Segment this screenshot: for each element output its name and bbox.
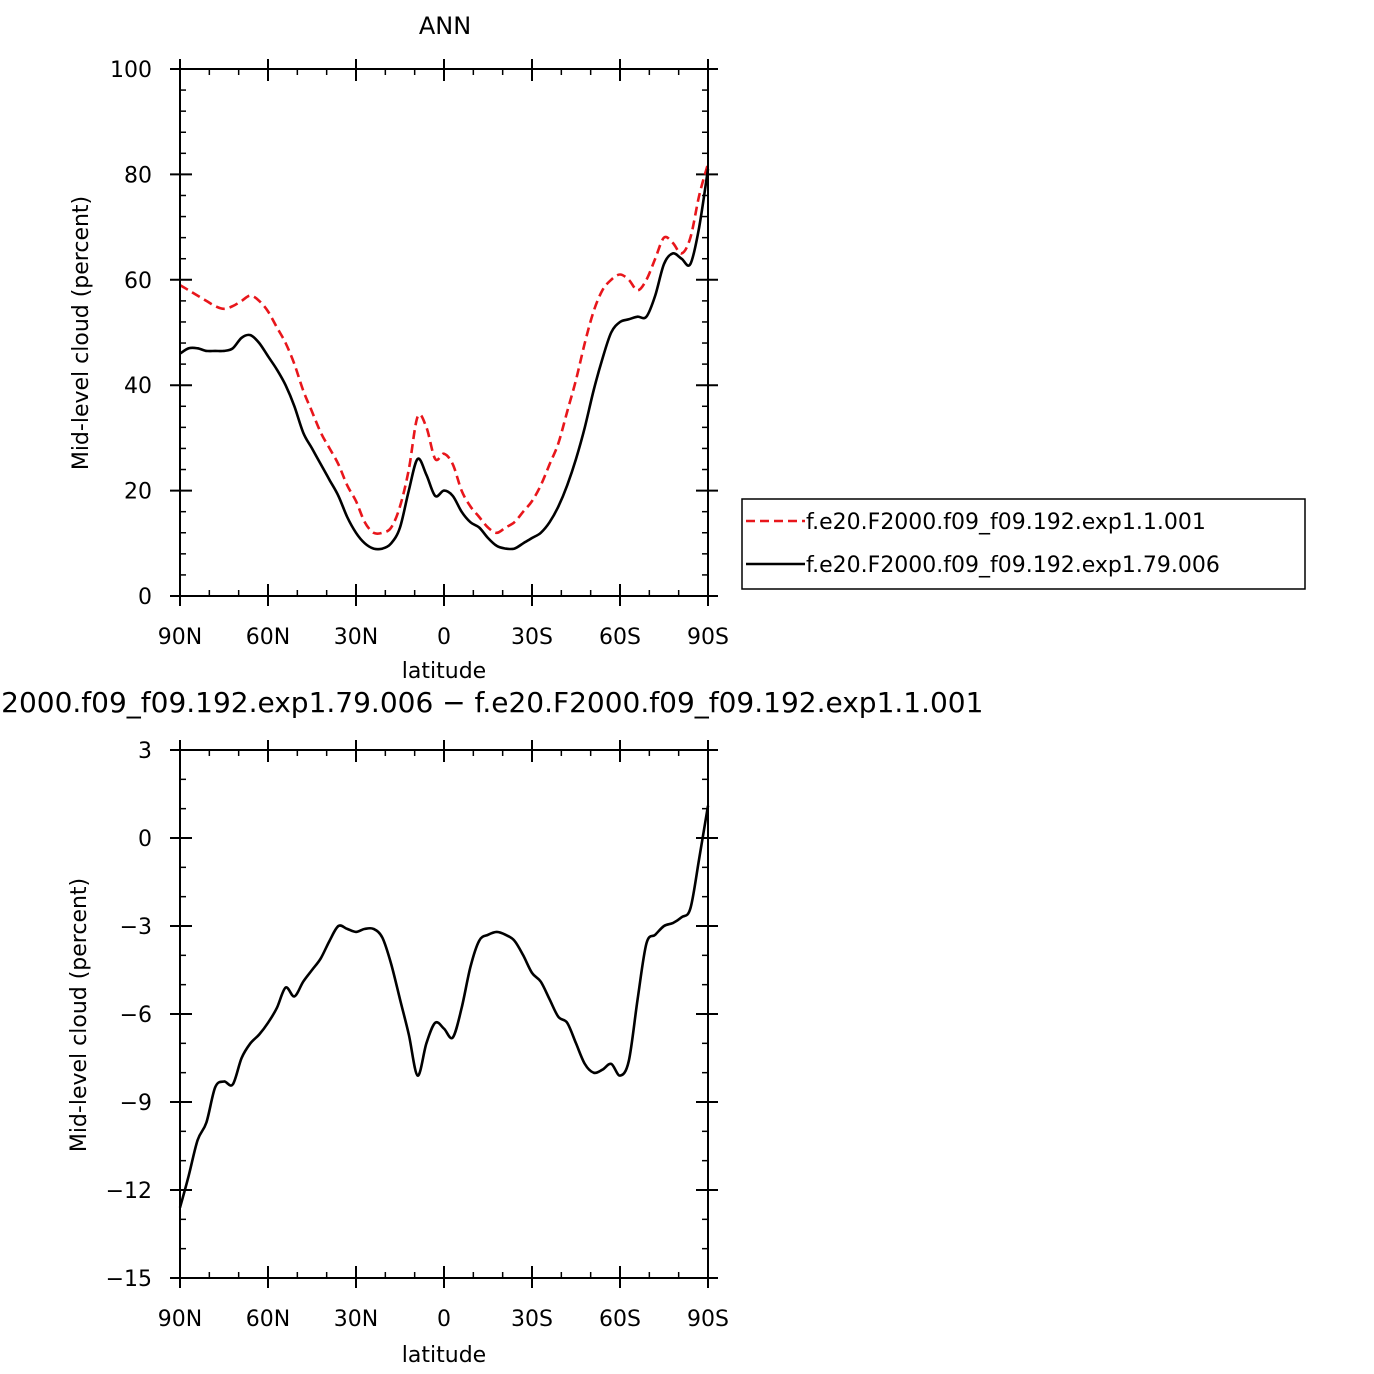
bottom-plot-frame bbox=[179, 749, 709, 1279]
bottom-axes: 90N 60N 30N 0 30S 60S 90S 3 0 −3 −6 −9 −12 −15 bbox=[106, 739, 729, 1332]
top-series bbox=[179, 163, 710, 551]
x-tick-label: 60S bbox=[599, 625, 641, 650]
y-tick-label: 40 bbox=[124, 374, 152, 399]
series-line-1 bbox=[179, 163, 710, 536]
bottom-series bbox=[178, 805, 710, 1208]
x-tick-label: 90S bbox=[687, 625, 729, 650]
y-tick-label: −15 bbox=[106, 1267, 152, 1292]
y-tick-label: −9 bbox=[120, 1091, 152, 1116]
x-tick-label: 0 bbox=[437, 1307, 451, 1332]
series-line-1 bbox=[178, 805, 710, 1208]
y-tick-label: 80 bbox=[124, 163, 152, 188]
x-tick-label: 30S bbox=[511, 1307, 553, 1332]
top-plot-frame bbox=[179, 68, 709, 597]
x-tick-label: 90S bbox=[687, 1307, 729, 1332]
bottom-panel: f.e20.F2000.f09_f09.192.exp1.79.006 − f.… bbox=[0, 686, 983, 1368]
x-tick-label: 90N bbox=[158, 625, 202, 650]
x-tick-label: 0 bbox=[437, 625, 451, 650]
legend-label-series-1: f.e20.F2000.f09_f09.192.exp1.1.001 bbox=[806, 510, 1206, 535]
bottom-chart-title: f.e20.F2000.f09_f09.192.exp1.79.006 − f.… bbox=[0, 686, 983, 719]
y-tick-label: 0 bbox=[138, 585, 152, 610]
y-tick-label: 0 bbox=[138, 827, 152, 852]
y-tick-label: −3 bbox=[120, 915, 152, 940]
top-axes: 90N 60N 30N 0 30S 60S 90S 0 20 40 60 80 100 bbox=[110, 58, 729, 650]
y-tick-label: 60 bbox=[124, 269, 152, 294]
top-chart-title: ANN bbox=[419, 12, 471, 40]
legend: f.e20.F2000.f09_f09.192.exp1.1.001 f.e20… bbox=[741, 498, 1306, 590]
x-tick-label: 90N bbox=[158, 1307, 202, 1332]
y-tick-label: 20 bbox=[124, 480, 152, 505]
x-tick-label: 60N bbox=[246, 625, 290, 650]
x-tick-label: 60S bbox=[599, 1307, 641, 1332]
y-tick-label: 100 bbox=[110, 58, 152, 83]
x-tick-label: 30N bbox=[334, 1307, 378, 1332]
y-tick-label: −12 bbox=[106, 1179, 152, 1204]
bottom-x-axis-label: latitude bbox=[402, 1343, 486, 1368]
legend-box bbox=[741, 498, 1306, 590]
y-tick-label: −6 bbox=[120, 1003, 152, 1028]
y-tick-label: 3 bbox=[138, 739, 152, 764]
x-tick-label: 30N bbox=[334, 625, 378, 650]
top-panel: ANN 90N 60N 30N 0 30S 60S 90S 0 20 40 60 80 100 lati… bbox=[69, 12, 729, 684]
series-line-2 bbox=[179, 168, 710, 551]
x-tick-label: 30S bbox=[511, 625, 553, 650]
top-y-axis-label: Mid-level cloud (percent) bbox=[69, 196, 94, 470]
x-tick-label: 60N bbox=[246, 1307, 290, 1332]
top-x-axis-label: latitude bbox=[402, 659, 486, 684]
bottom-y-axis-label: Mid-level cloud (percent) bbox=[67, 878, 92, 1152]
legend-label-series-2: f.e20.F2000.f09_f09.192.exp1.79.006 bbox=[806, 553, 1220, 578]
